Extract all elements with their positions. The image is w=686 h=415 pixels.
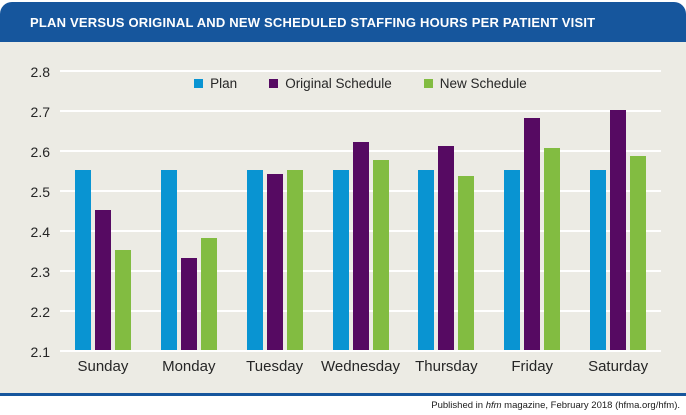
chart-title-bar: PLAN VERSUS ORIGINAL AND NEW SCHEDULED S… — [0, 2, 686, 42]
legend-swatch-icon — [194, 79, 204, 88]
legend-swatch-icon — [423, 79, 433, 88]
bar-group-sunday — [60, 170, 146, 352]
bar-wednesday-original-schedule — [352, 142, 369, 350]
y-tick-label-2.6: 2.6 — [30, 144, 50, 160]
bar-friday-new-schedule — [544, 148, 561, 350]
bar-thursday-original-schedule — [438, 146, 455, 350]
y-tick-label-2.1: 2.1 — [30, 344, 50, 360]
bar-monday-plan — [160, 170, 177, 350]
bar-group-friday — [489, 118, 575, 352]
bar-saturday-plan — [590, 170, 607, 350]
bar-thursday-new-schedule — [458, 176, 475, 350]
x-label-wednesday: Wednesday — [321, 358, 400, 375]
legend-item-original-schedule: Original Schedule — [269, 76, 392, 91]
legend-label: New Schedule — [439, 76, 527, 91]
bar-monday-new-schedule — [200, 238, 217, 350]
x-label-saturday: Saturday — [588, 358, 649, 375]
y-tick-label-2.4: 2.4 — [30, 224, 50, 240]
y-tick-label-2.8: 2.8 — [30, 64, 50, 80]
chart-title: PLAN VERSUS ORIGINAL AND NEW SCHEDULED S… — [30, 14, 596, 30]
gridline-2.1 — [60, 350, 661, 352]
bar-friday-original-schedule — [524, 118, 541, 350]
footer-text-prefix: Published in — [431, 400, 486, 411]
footer: Published in hfm magazine, February 2018… — [0, 393, 686, 415]
bar-sunday-original-schedule — [94, 210, 111, 350]
legend-item-plan: Plan — [194, 76, 237, 91]
bar-tuesday-original-schedule — [266, 174, 283, 350]
x-axis-labels: Sunday Monday Tuesday Wednesday Thursday Frid… — [60, 358, 661, 375]
bar-saturday-new-schedule — [630, 156, 647, 350]
legend-item-new-schedule: New Schedule — [423, 76, 527, 91]
gridline-2.7 — [60, 110, 661, 112]
legend-label: Original Schedule — [285, 76, 392, 91]
y-tick-label-2.7: 2.7 — [30, 104, 50, 120]
bar-group-thursday — [403, 146, 489, 352]
bar-tuesday-plan — [246, 170, 263, 350]
bar-sunday-plan — [74, 170, 91, 350]
footer-text-suffix: magazine, February 2018 (hfma.org/hfm). — [501, 400, 680, 411]
bar-wednesday-plan — [332, 170, 349, 350]
bar-group-monday — [146, 170, 232, 352]
footer-text: Published in hfm magazine, February 2018… — [431, 400, 680, 411]
y-tick-label-2.3: 2.3 — [30, 264, 50, 280]
footer-magazine-name: hfm — [485, 400, 502, 411]
y-tick-label-2.5: 2.5 — [30, 184, 50, 200]
legend: Plan Original Schedule New Schedule — [60, 76, 661, 91]
bar-saturday-original-schedule — [610, 110, 627, 350]
bar-monday-original-schedule — [180, 258, 197, 350]
x-label-friday: Friday — [511, 358, 554, 375]
bar-group-wednesday — [318, 142, 404, 352]
bar-groups — [60, 72, 661, 352]
bar-thursday-plan — [418, 170, 435, 350]
legend-swatch-icon — [269, 79, 279, 88]
plot-area: 2.1 2.2 2.3 2.4 2.5 2.6 2.7 2.8 — [31, 64, 661, 360]
bar-tuesday-new-schedule — [286, 170, 303, 350]
x-label-monday: Monday — [162, 358, 216, 375]
bar-friday-plan — [504, 170, 521, 350]
bar-group-saturday — [575, 110, 661, 352]
bar-sunday-new-schedule — [114, 250, 131, 350]
x-label-tuesday: Tuesday — [246, 358, 304, 375]
y-tick-label-2.2: 2.2 — [30, 304, 50, 320]
x-label-sunday: Sunday — [77, 358, 129, 375]
bar-group-tuesday — [232, 170, 318, 352]
x-label-thursday: Thursday — [415, 358, 478, 375]
bar-wednesday-new-schedule — [372, 160, 389, 350]
legend-label: Plan — [210, 76, 238, 91]
gridline-2.8 — [60, 70, 661, 72]
